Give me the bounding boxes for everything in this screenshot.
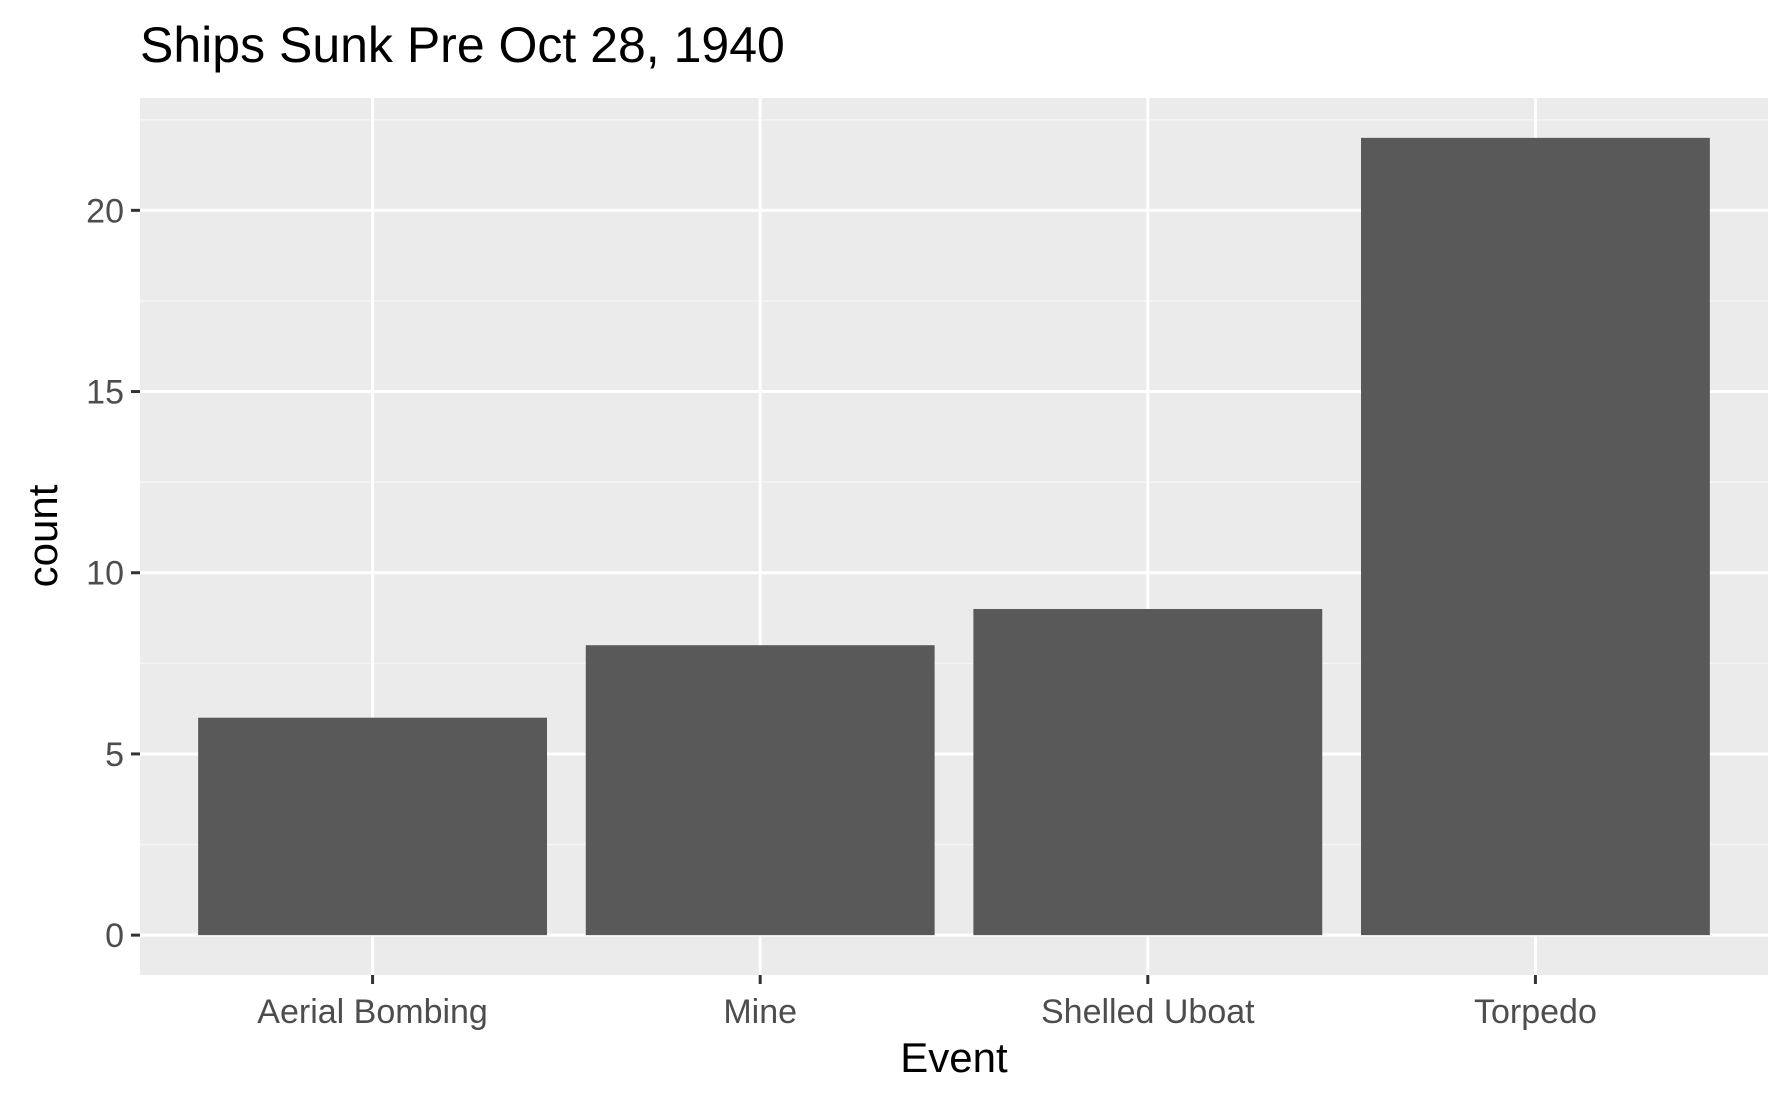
y-tick-label: 20 [86,192,124,230]
y-axis-title: count [19,484,66,587]
x-tick-label: Aerial Bombing [257,993,488,1031]
y-tick-label: 15 [86,374,124,412]
chart-title: Ships Sunk Pre Oct 28, 1940 [140,17,785,73]
bar-mine [585,645,935,936]
x-axis-title: Event [900,1034,1008,1081]
bar-shelled-uboat [973,608,1323,936]
x-axis: Aerial Bombing Mine Shelled Uboat Torpedo [257,975,1597,1031]
bar-torpedo [1361,137,1710,936]
y-tick-label: 10 [86,555,124,593]
y-tick-label: 5 [105,736,124,774]
bar-aerial-bombing [198,717,547,936]
x-tick-label: Torpedo [1474,993,1597,1031]
x-tick-label: Shelled Uboat [1041,993,1255,1031]
y-tick-label: 0 [105,917,124,955]
bars [198,137,1710,936]
y-axis: 0 5 10 15 20 [86,192,140,955]
x-tick-label: Mine [723,993,797,1031]
